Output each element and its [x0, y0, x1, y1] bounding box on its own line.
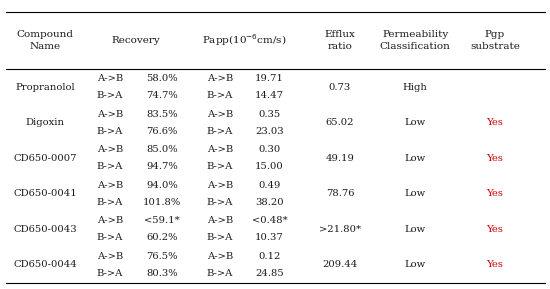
Text: 209.44: 209.44: [322, 260, 358, 269]
Text: Yes: Yes: [487, 154, 503, 163]
Text: CD650-0041: CD650-0041: [13, 189, 77, 198]
Text: 0.73: 0.73: [329, 83, 351, 92]
Text: A->B: A->B: [207, 216, 233, 225]
Text: CD650-0044: CD650-0044: [13, 260, 77, 269]
Text: Yes: Yes: [487, 260, 503, 269]
Text: A->B: A->B: [97, 252, 123, 261]
Text: 85.0%: 85.0%: [146, 145, 178, 154]
Text: Low: Low: [405, 118, 426, 127]
Text: B->A: B->A: [97, 269, 123, 278]
Text: A->B: A->B: [207, 110, 233, 119]
Text: 38.20: 38.20: [255, 198, 284, 207]
Text: B->A: B->A: [207, 269, 233, 278]
Text: 19.71: 19.71: [255, 74, 284, 83]
Text: B->A: B->A: [97, 162, 123, 171]
Text: 15.00: 15.00: [255, 162, 284, 171]
Text: B->A: B->A: [207, 233, 233, 242]
Text: A->B: A->B: [97, 74, 123, 83]
Text: Propranolol: Propranolol: [15, 83, 75, 92]
Text: 24.85: 24.85: [255, 269, 284, 278]
Text: 0.35: 0.35: [258, 110, 280, 119]
Text: A->B: A->B: [97, 110, 123, 119]
Text: 0.30: 0.30: [258, 145, 280, 154]
Text: 60.2%: 60.2%: [146, 233, 178, 242]
Text: 76.5%: 76.5%: [146, 252, 178, 261]
Text: 65.02: 65.02: [326, 118, 354, 127]
Text: <0.48*: <0.48*: [252, 216, 287, 225]
Text: 0.12: 0.12: [258, 252, 280, 261]
Text: 49.19: 49.19: [326, 154, 354, 163]
Text: 0.49: 0.49: [258, 181, 280, 190]
Text: 94.7%: 94.7%: [146, 162, 178, 171]
Text: A->B: A->B: [207, 181, 233, 190]
Text: 78.76: 78.76: [326, 189, 354, 198]
Text: 14.47: 14.47: [255, 91, 284, 100]
Text: Efflux
ratio: Efflux ratio: [324, 30, 355, 51]
Text: B->A: B->A: [207, 162, 233, 171]
Text: A->B: A->B: [97, 145, 123, 154]
Text: 10.37: 10.37: [255, 233, 284, 242]
Text: A->B: A->B: [207, 252, 233, 261]
Text: Recovery: Recovery: [112, 36, 161, 45]
Text: Yes: Yes: [487, 118, 503, 127]
Text: Papp(10$^{-6}$cm/s): Papp(10$^{-6}$cm/s): [202, 33, 287, 48]
Text: <59.1*: <59.1*: [144, 216, 180, 225]
Text: Low: Low: [405, 260, 426, 269]
Text: A->B: A->B: [207, 74, 233, 83]
Text: B->A: B->A: [97, 198, 123, 207]
Text: High: High: [403, 83, 428, 92]
Text: 74.7%: 74.7%: [146, 91, 178, 100]
Text: 58.0%: 58.0%: [146, 74, 178, 83]
Text: Low: Low: [405, 154, 426, 163]
Text: A->B: A->B: [97, 216, 123, 225]
Text: 101.8%: 101.8%: [143, 198, 182, 207]
Text: Yes: Yes: [487, 189, 503, 198]
Text: B->A: B->A: [207, 91, 233, 100]
Text: 76.6%: 76.6%: [146, 127, 178, 136]
Text: 94.0%: 94.0%: [146, 181, 178, 190]
Text: CD650-0007: CD650-0007: [13, 154, 77, 163]
Text: B->A: B->A: [97, 91, 123, 100]
Text: 80.3%: 80.3%: [146, 269, 178, 278]
Text: Low: Low: [405, 189, 426, 198]
Text: Permeability
Classification: Permeability Classification: [380, 30, 450, 51]
Text: Yes: Yes: [487, 225, 503, 234]
Text: 83.5%: 83.5%: [146, 110, 178, 119]
Text: B->A: B->A: [97, 127, 123, 136]
Text: Low: Low: [405, 225, 426, 234]
Text: 23.03: 23.03: [255, 127, 284, 136]
Text: Pgp
substrate: Pgp substrate: [470, 30, 520, 51]
Text: Compound
Name: Compound Name: [16, 30, 74, 51]
Text: A->B: A->B: [207, 145, 233, 154]
Text: A->B: A->B: [97, 181, 123, 190]
Text: B->A: B->A: [207, 127, 233, 136]
Text: B->A: B->A: [207, 198, 233, 207]
Text: >21.80*: >21.80*: [319, 225, 361, 234]
Text: B->A: B->A: [97, 233, 123, 242]
Text: Digoxin: Digoxin: [26, 118, 64, 127]
Text: CD650-0043: CD650-0043: [13, 225, 77, 234]
